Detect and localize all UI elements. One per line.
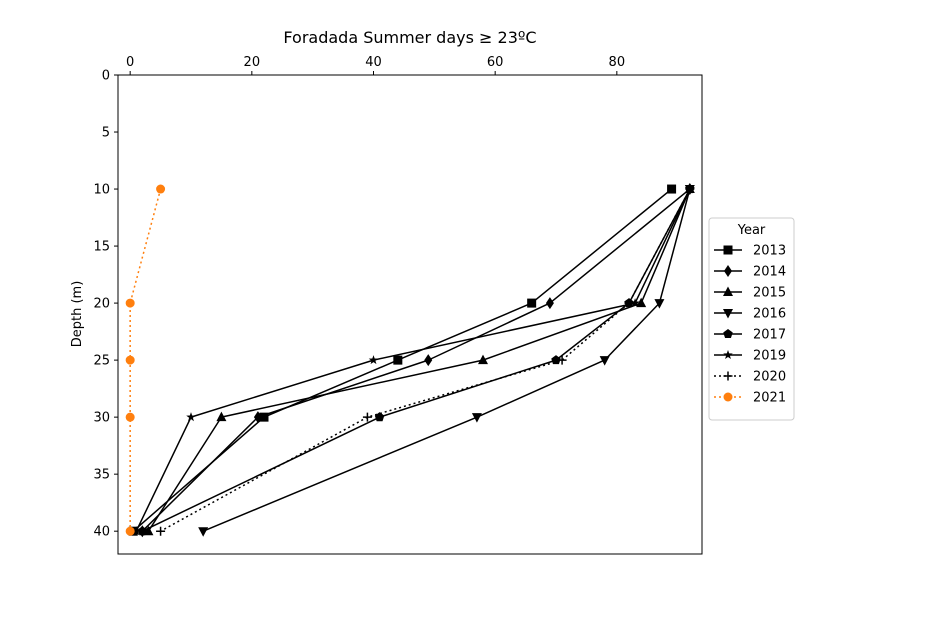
legend-label: 2016 <box>753 307 786 322</box>
legend-item-2013: 2013 <box>714 244 786 259</box>
series-2021 <box>125 184 166 536</box>
data-point <box>253 411 262 424</box>
series-2020 <box>156 184 695 536</box>
data-point <box>636 297 647 308</box>
y-tick-label: 5 <box>102 126 110 141</box>
y-tick-label: 20 <box>93 297 110 312</box>
plot-area <box>125 183 695 538</box>
data-point <box>424 354 433 367</box>
x-tick-label: 0 <box>126 55 134 70</box>
data-point <box>362 412 372 422</box>
legend: Year 2013 2014 2015 2016 2017 2019 2020 2021 <box>708 217 795 421</box>
legend-item-2014: 2014 <box>714 265 786 280</box>
data-point <box>624 298 634 308</box>
legend-marker <box>723 350 733 360</box>
legend-marker <box>723 309 733 319</box>
legend-marker <box>723 286 733 296</box>
legend-label: 2021 <box>753 391 786 406</box>
data-point <box>478 354 488 365</box>
data-point <box>125 298 135 308</box>
data-point <box>667 184 677 194</box>
legend-item-2015: 2015 <box>714 286 786 301</box>
data-point <box>131 526 142 536</box>
y-tick-label: 30 <box>93 411 110 426</box>
data-point <box>186 412 196 422</box>
data-point <box>125 526 135 536</box>
x-tick-label: 40 <box>365 55 382 70</box>
data-point <box>216 411 227 422</box>
legend-item-2019: 2019 <box>714 349 786 364</box>
data-point <box>198 527 209 537</box>
data-point <box>368 355 379 365</box>
data-point <box>125 412 135 422</box>
data-point <box>630 298 640 308</box>
data-point <box>393 355 403 365</box>
y-tick-label: 35 <box>93 468 110 483</box>
data-point <box>471 413 482 423</box>
legend-label: 2014 <box>753 265 786 280</box>
data-point <box>685 184 695 194</box>
plot-frame <box>117 74 703 555</box>
y-tick-label: 15 <box>93 240 110 255</box>
data-point <box>259 412 269 422</box>
legend-title: Year <box>737 223 766 238</box>
y-tick-label: 40 <box>93 525 110 540</box>
y-tick-label: 0 <box>102 69 110 84</box>
data-point <box>557 355 567 365</box>
legend-label: 2017 <box>753 328 786 343</box>
legend-marker <box>723 392 733 402</box>
legend-marker <box>724 265 732 277</box>
data-point <box>599 356 610 366</box>
legend-marker <box>723 245 733 255</box>
series-line-2020 <box>160 188 691 532</box>
x-tick-label: 20 <box>244 55 261 70</box>
legend-item-2020: 2020 <box>714 370 786 385</box>
axes: 0 20 40 60 80 0 5 10 15 20 25 30 35 40 <box>93 55 625 540</box>
legend-item-2016: 2016 <box>714 307 786 322</box>
legend-label: 2019 <box>753 349 786 364</box>
x-tick-label: 80 <box>609 55 626 70</box>
x-tick-label: 60 <box>487 55 504 70</box>
y-tick-label: 10 <box>93 183 110 198</box>
data-point <box>545 297 554 310</box>
legend-label: 2015 <box>753 286 786 301</box>
data-point <box>156 184 166 194</box>
legend-marker <box>723 371 733 381</box>
legend-marker <box>723 329 733 339</box>
data-point <box>654 299 665 309</box>
y-axis-label: Depth (m) <box>70 281 85 348</box>
y-tick-label: 25 <box>93 354 110 369</box>
data-point <box>156 526 166 536</box>
legend-item-2017: 2017 <box>714 328 786 343</box>
data-point <box>374 412 385 422</box>
legend-label: 2020 <box>753 370 786 385</box>
data-point <box>125 355 135 365</box>
data-point <box>527 298 537 308</box>
legend-item-2021: 2021 <box>714 391 786 406</box>
legend-label: 2013 <box>753 244 786 259</box>
chart-title: Foradada Summer days ≥ 23ºC <box>283 28 536 47</box>
data-point <box>137 526 148 536</box>
